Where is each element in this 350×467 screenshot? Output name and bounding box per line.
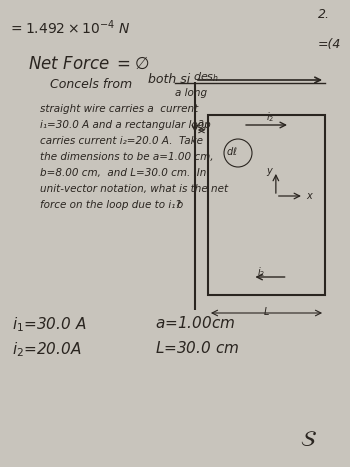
Text: a long: a long — [175, 88, 207, 98]
Text: $\mathit{des}_{\mathit{h}}$: $\mathit{des}_{\mathit{h}}$ — [193, 70, 219, 84]
Text: carries current i₂=20.0 A.  Take: carries current i₂=20.0 A. Take — [40, 136, 203, 146]
Text: $i_2$: $i_2$ — [266, 110, 275, 124]
Text: b: b — [177, 200, 183, 210]
Bar — [208, 115, 325, 295]
Text: $L$=30.0 cm: $L$=30.0 cm — [155, 340, 239, 356]
Text: Concels from: Concels from — [50, 78, 132, 91]
Text: L: L — [263, 307, 269, 317]
Text: b=8.00 cm,  and L=30.0 cm.  In: b=8.00 cm, and L=30.0 cm. In — [40, 168, 206, 178]
Text: i₁=30.0 A and a rectangular loop: i₁=30.0 A and a rectangular loop — [40, 120, 211, 130]
Text: Net Force $= \emptyset$: Net Force $= \emptyset$ — [28, 55, 149, 73]
Text: $i_2$: $i_2$ — [257, 265, 265, 279]
Text: $= 1.492 \times 10^{-4}$ N: $= 1.492 \times 10^{-4}$ N — [8, 18, 131, 36]
Text: force on the loop due to i₁?: force on the loop due to i₁? — [40, 200, 181, 210]
Text: $d\ell$: $d\ell$ — [226, 145, 238, 157]
Text: y: y — [266, 166, 272, 176]
Text: straight wire carries a  current: straight wire carries a current — [40, 104, 198, 114]
Text: =(4: =(4 — [318, 38, 341, 51]
Text: $\mathit{i}_1$=30.0 A: $\mathit{i}_1$=30.0 A — [12, 315, 86, 334]
Text: $\mathit{i}_2$=20.0A: $\mathit{i}_2$=20.0A — [12, 340, 82, 359]
Text: the dimensions to be a=1.00 cm,: the dimensions to be a=1.00 cm, — [40, 152, 214, 162]
Text: x: x — [306, 191, 312, 201]
Text: both si: both si — [148, 73, 190, 86]
Text: $a$=1.00cm: $a$=1.00cm — [155, 315, 235, 331]
Text: $\mathcal{S}$: $\mathcal{S}$ — [300, 430, 317, 450]
Text: unit-vector notation, what is the net: unit-vector notation, what is the net — [40, 184, 228, 194]
Text: 2.: 2. — [318, 8, 330, 21]
Text: a: a — [198, 118, 204, 128]
